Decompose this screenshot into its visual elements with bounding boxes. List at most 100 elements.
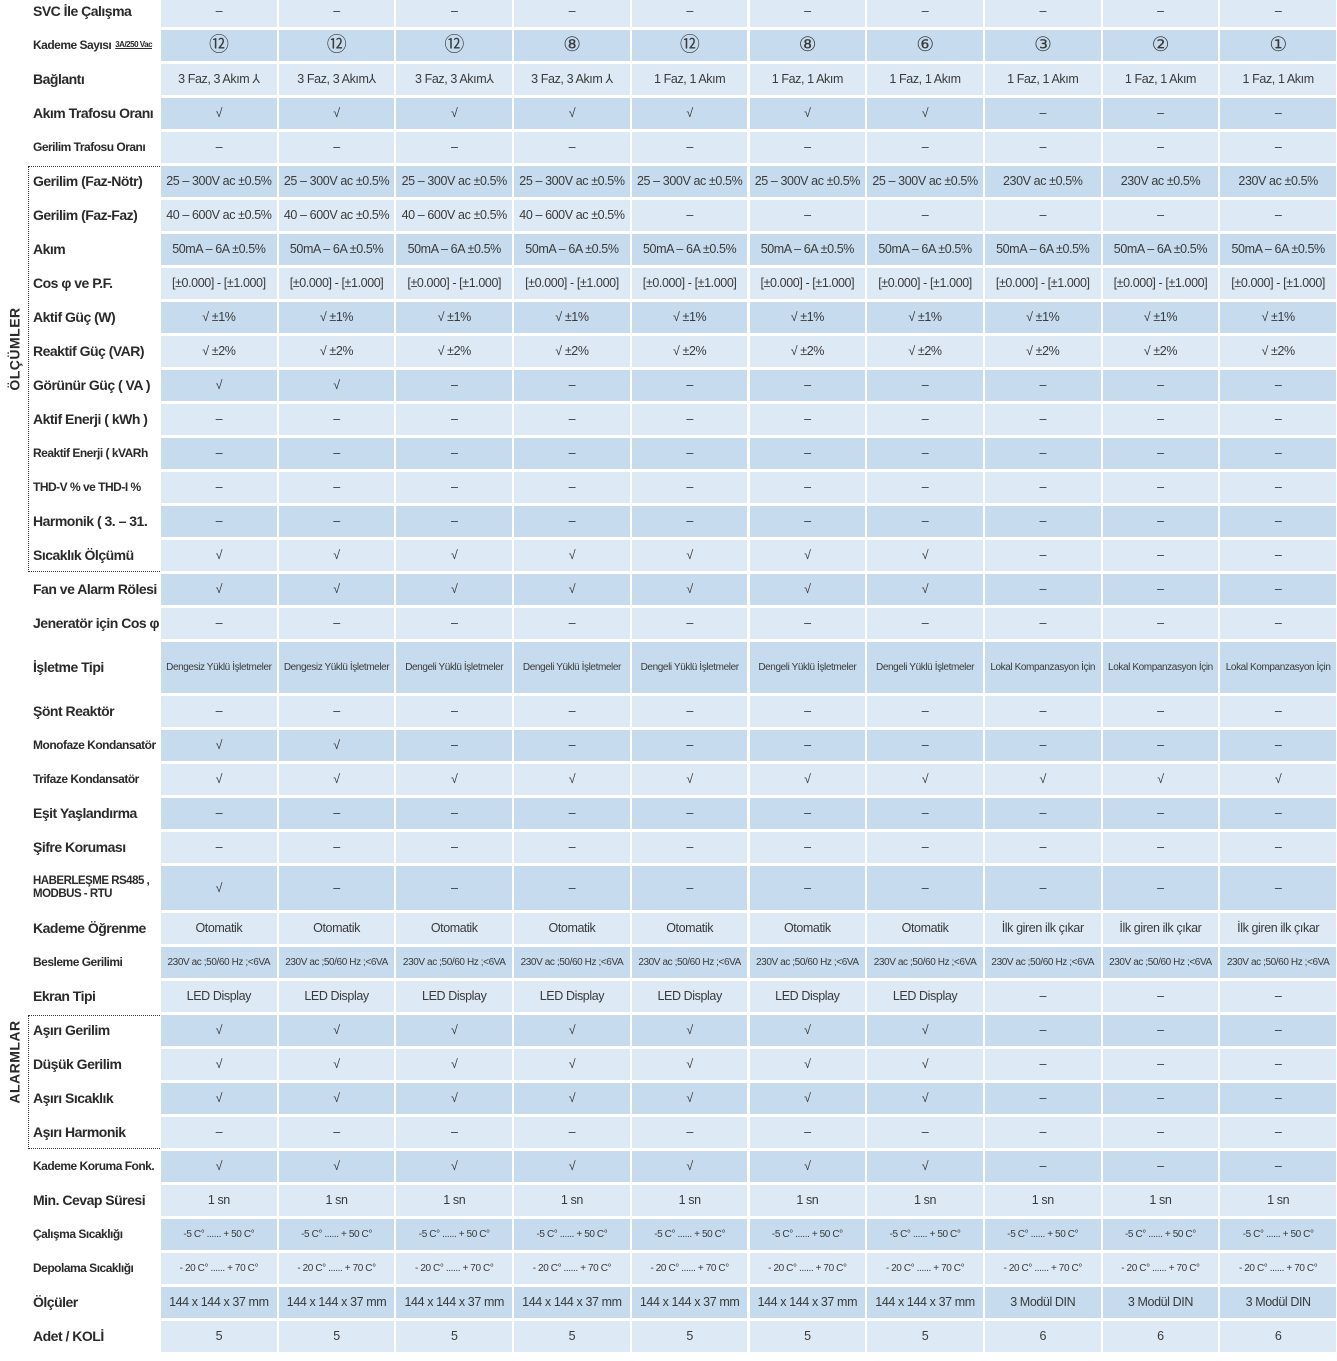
table-cell: – (1220, 540, 1336, 571)
table-cell: √ (867, 98, 983, 129)
row-label: Cos φ ve P.F. (30, 268, 160, 299)
table-cell: 50mA – 6A ±0.5% (396, 234, 513, 265)
table-cell: √ ±2% (631, 336, 748, 367)
table-cell: – (631, 132, 748, 163)
table-cell: 144 x 144 x 37 mm (161, 1287, 277, 1318)
table-cell: – (396, 866, 513, 910)
table-cell: √ (161, 1015, 277, 1046)
table-cell: Dengeli Yüklü İşletmeler (749, 642, 866, 693)
row-label-text: Kademe Öğrenme (33, 919, 146, 936)
table-cell: – (396, 506, 513, 537)
table-cell: 144 x 144 x 37 mm (749, 1287, 866, 1318)
table-cell: – (867, 472, 983, 503)
table-cell: LED Display (631, 981, 748, 1012)
table-cell: – (278, 798, 395, 829)
table-cell: 1 sn (984, 1185, 1101, 1216)
row-label-text: Reaktif Enerji ( kVARh (33, 445, 148, 460)
table-cell: – (984, 98, 1101, 129)
table-cell: – (396, 404, 513, 435)
table-cell: √ (278, 370, 395, 401)
table-cell: – (631, 798, 748, 829)
table-cell: -5 C° ...... + 50 C° (631, 1219, 748, 1250)
table-cell: -5 C° ...... + 50 C° (1102, 1219, 1219, 1250)
table-cell: 50mA – 6A ±0.5% (161, 234, 277, 265)
row-label: Aşırı Sıcaklık (30, 1083, 160, 1114)
table-cell: – (396, 438, 513, 469)
table-cell: √ (867, 764, 983, 795)
table-cell: 6 (1220, 1321, 1336, 1352)
table-cell: √ (396, 764, 513, 795)
table-cell: – (278, 0, 395, 27)
table-cell: – (749, 1117, 866, 1148)
row-label-text: Harmonik ( 3. – 31. (33, 512, 148, 529)
table-cell: √ (631, 1151, 748, 1182)
table-cell: √ ±2% (161, 336, 277, 367)
table-cell: √ (278, 98, 395, 129)
table-cell: – (514, 0, 630, 27)
table-cell: – (867, 798, 983, 829)
table-cell: Dengeli Yüklü İşletmeler (514, 642, 630, 693)
table-cell: – (161, 404, 277, 435)
row-label-text: Gerilim (Faz-Faz) (33, 206, 138, 223)
table-cell: ⑫ (631, 30, 748, 61)
row-label-text: Cos φ ve P.F. (33, 274, 113, 291)
table-cell: 230V ac ;50/60 Hz ;<6VA (278, 947, 395, 978)
table-cell: – (514, 404, 630, 435)
row-label: Reaktif Güç (VAR) (30, 336, 160, 367)
row-label-text: Aktif Güç (W) (33, 308, 116, 325)
row-label-text: Kademe Sayısı (33, 37, 112, 52)
table-cell: LED Display (161, 981, 277, 1012)
row-label-text: Depolama Sıcaklığı (33, 1260, 134, 1275)
table-cell: – (514, 832, 630, 863)
table-cell: – (867, 0, 983, 27)
table-cell: – (161, 506, 277, 537)
table-cell: – (161, 438, 277, 469)
table-cell: – (1102, 730, 1219, 761)
table-cell: 230V ac ±0.5% (1102, 166, 1219, 197)
table-cell: – (867, 866, 983, 910)
table-cell: – (631, 472, 748, 503)
row-label-text: Gerilim Trafosu Oranı (33, 139, 146, 154)
table-cell: 1 Faz, 1 Akım (1102, 64, 1219, 95)
table-cell: √ (396, 1049, 513, 1080)
table-cell: – (984, 200, 1101, 231)
table-cell: – (161, 0, 277, 27)
table-cell: √ ±2% (867, 336, 983, 367)
row-label-text: Aşırı Sıcaklık (33, 1089, 114, 1106)
table-cell: 3 Faz, 3 Akım⅄ (278, 64, 395, 95)
table-cell: – (396, 832, 513, 863)
table-cell: 1 sn (631, 1185, 748, 1216)
table-cell: 25 – 300V ac ±0.5% (396, 166, 513, 197)
table-cell: 40 – 600V ac ±0.5% (396, 200, 513, 231)
table-cell: √ (278, 764, 395, 795)
table-cell: – (984, 438, 1101, 469)
table-cell: – (749, 472, 866, 503)
row-label-text: Çalışma Sıcaklığı (33, 1226, 123, 1241)
table-cell: - 20 C° ...... + 70 C° (396, 1253, 513, 1284)
row-label: SVC İle Çalışma (30, 0, 160, 27)
table-cell: 230V ac ;50/60 Hz ;<6VA (1102, 947, 1219, 978)
table-cell: √ (631, 1083, 748, 1114)
table-cell: – (984, 1083, 1101, 1114)
table-cell: 6 (984, 1321, 1101, 1352)
table-cell: – (1220, 981, 1336, 1012)
row-label-text: Trifaze Kondansatör (33, 771, 139, 786)
table-cell: – (396, 0, 513, 27)
row-label: Monofaze Kondansatör (30, 730, 160, 761)
table-cell: Lokal Kompanzasyon İçin (984, 642, 1101, 693)
table-cell: – (1102, 404, 1219, 435)
table-cell: √ (161, 1151, 277, 1182)
row-label: Harmonik ( 3. – 31. (30, 506, 160, 537)
table-cell: -5 C° ...... + 50 C° (749, 1219, 866, 1250)
table-cell: – (1102, 696, 1219, 727)
table-cell: – (514, 608, 630, 639)
table-cell: √ (514, 764, 630, 795)
table-cell: – (984, 1117, 1101, 1148)
table-cell: – (984, 696, 1101, 727)
table-cell: -5 C° ...... + 50 C° (1220, 1219, 1336, 1250)
table-cell: – (984, 506, 1101, 537)
table-cell: √ (396, 98, 513, 129)
table-cell: – (984, 981, 1101, 1012)
table-cell: 25 – 300V ac ±0.5% (867, 166, 983, 197)
table-cell: √ ±1% (984, 302, 1101, 333)
